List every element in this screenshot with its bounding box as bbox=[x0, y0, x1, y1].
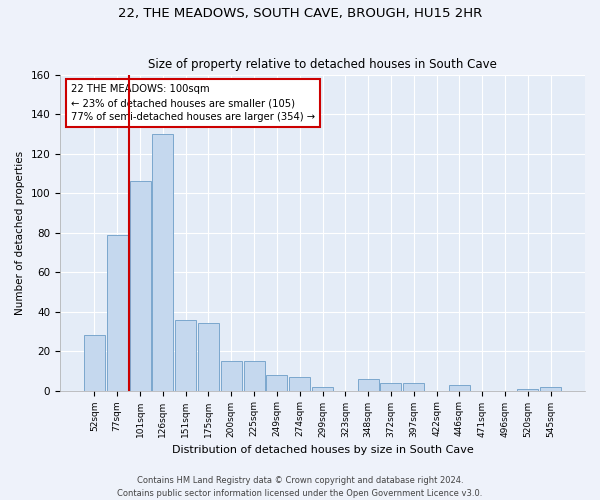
X-axis label: Distribution of detached houses by size in South Cave: Distribution of detached houses by size … bbox=[172, 445, 473, 455]
Bar bbox=[175, 320, 196, 390]
Bar bbox=[221, 361, 242, 390]
Bar bbox=[107, 234, 128, 390]
Bar bbox=[198, 324, 219, 390]
Text: Contains HM Land Registry data © Crown copyright and database right 2024.
Contai: Contains HM Land Registry data © Crown c… bbox=[118, 476, 482, 498]
Bar bbox=[130, 182, 151, 390]
Bar bbox=[244, 361, 265, 390]
Bar bbox=[312, 386, 333, 390]
Bar bbox=[266, 375, 287, 390]
Text: 22, THE MEADOWS, SOUTH CAVE, BROUGH, HU15 2HR: 22, THE MEADOWS, SOUTH CAVE, BROUGH, HU1… bbox=[118, 8, 482, 20]
Bar bbox=[84, 336, 105, 390]
Y-axis label: Number of detached properties: Number of detached properties bbox=[15, 150, 25, 315]
Bar bbox=[403, 382, 424, 390]
Bar bbox=[380, 382, 401, 390]
Bar bbox=[289, 377, 310, 390]
Bar bbox=[540, 386, 561, 390]
Text: 22 THE MEADOWS: 100sqm
← 23% of detached houses are smaller (105)
77% of semi-de: 22 THE MEADOWS: 100sqm ← 23% of detached… bbox=[71, 84, 314, 122]
Bar bbox=[449, 384, 470, 390]
Bar bbox=[517, 388, 538, 390]
Bar bbox=[152, 134, 173, 390]
Bar bbox=[358, 378, 379, 390]
Title: Size of property relative to detached houses in South Cave: Size of property relative to detached ho… bbox=[148, 58, 497, 71]
